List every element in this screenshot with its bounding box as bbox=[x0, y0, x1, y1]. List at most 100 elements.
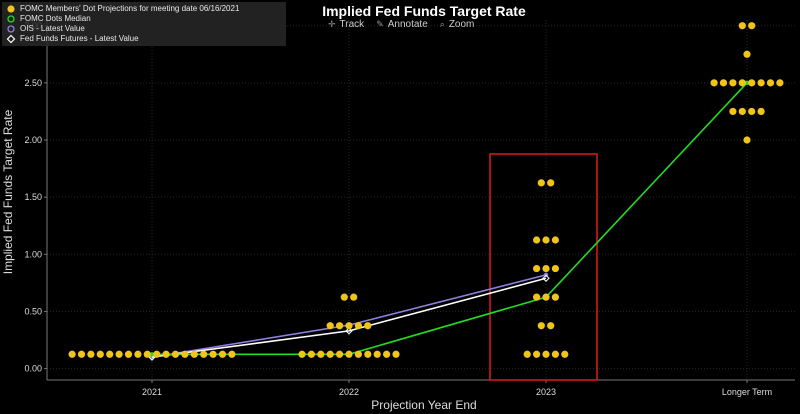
series-line bbox=[151, 277, 547, 358]
projection-dot bbox=[738, 107, 746, 116]
projection-dot bbox=[153, 350, 161, 358]
x-tick-label: Longer Term bbox=[722, 387, 772, 397]
dot-plot bbox=[68, 22, 784, 358]
projection-dot bbox=[547, 179, 555, 187]
projection-dot bbox=[757, 107, 765, 116]
projection-dot bbox=[729, 79, 737, 87]
legend-label: FOMC Members' Dot Projections for meetin… bbox=[20, 4, 240, 13]
projection-dot bbox=[542, 293, 550, 301]
projection-dot bbox=[162, 350, 170, 358]
projection-dot bbox=[373, 350, 381, 358]
projection-dot bbox=[218, 350, 227, 358]
projection-dot bbox=[542, 236, 550, 244]
legend-item-ois[interactable]: OIS - Latest Value bbox=[2, 24, 286, 34]
projection-dot bbox=[392, 350, 400, 358]
chart-title: Implied Fed Funds Target Rate bbox=[322, 3, 526, 19]
projection-dot bbox=[561, 350, 569, 358]
projection-dot bbox=[345, 322, 353, 330]
projection-dot bbox=[383, 350, 391, 358]
chart-axes bbox=[44, 20, 795, 383]
projection-dot bbox=[743, 50, 751, 58]
projection-dot bbox=[115, 350, 123, 358]
x-tick-label: 2021 bbox=[142, 387, 162, 397]
magnifier-icon: ⌕ bbox=[439, 19, 445, 29]
projection-dot bbox=[729, 107, 737, 116]
crosshair-icon: ✛ bbox=[328, 19, 336, 29]
projection-dot bbox=[738, 22, 746, 30]
purple-ring-icon bbox=[6, 24, 20, 34]
legend-item-futures[interactable]: Fed Funds Futures - Latest Value bbox=[2, 34, 286, 44]
projection-dot bbox=[364, 350, 372, 358]
zoom-label: Zoom bbox=[448, 19, 475, 30]
x-tick-label: 2022 bbox=[339, 387, 359, 397]
yellow-dot-icon bbox=[6, 4, 20, 14]
projection-dot bbox=[757, 79, 765, 87]
y-tick-label: 0.00 bbox=[24, 364, 42, 374]
projection-dot bbox=[766, 79, 775, 87]
y-tick-label: 1.50 bbox=[24, 192, 42, 202]
x-tick-label: 2023 bbox=[536, 387, 556, 397]
projection-dot bbox=[547, 322, 555, 330]
y-tick-label: 2.00 bbox=[24, 135, 42, 145]
series-line bbox=[152, 82, 748, 356]
series-point bbox=[345, 327, 353, 335]
projection-dot bbox=[336, 350, 344, 358]
projection-dot bbox=[551, 264, 560, 273]
projection-dot bbox=[738, 79, 746, 87]
legend-item-dots[interactable]: FOMC Members' Dot Projections for meetin… bbox=[2, 4, 286, 14]
projection-dot bbox=[96, 350, 104, 358]
projection-dot bbox=[542, 264, 550, 273]
projection-dot bbox=[743, 136, 751, 144]
projection-dot bbox=[551, 236, 560, 244]
projection-dot bbox=[551, 293, 560, 301]
projection-dot bbox=[533, 350, 541, 358]
chart-grid bbox=[47, 20, 795, 380]
projection-dot bbox=[124, 350, 133, 358]
track-label: Track bbox=[339, 19, 365, 30]
projection-dot bbox=[710, 79, 718, 87]
projection-dot bbox=[317, 350, 325, 358]
series-point bbox=[542, 274, 550, 282]
projection-dot bbox=[748, 79, 756, 87]
projection-dot bbox=[533, 264, 541, 273]
projection-dot bbox=[523, 350, 531, 358]
projection-dot bbox=[533, 293, 541, 301]
legend-item-median[interactable]: FOMC Dots Median bbox=[2, 14, 286, 24]
projection-dot bbox=[350, 293, 358, 301]
projection-dot bbox=[298, 350, 306, 358]
legend-label: FOMC Dots Median bbox=[20, 14, 91, 23]
projection-dot bbox=[537, 322, 545, 330]
projection-dot bbox=[748, 107, 756, 116]
projection-dot bbox=[171, 350, 180, 358]
y-tick-label: 2.50 bbox=[24, 78, 42, 88]
series-point bbox=[744, 80, 750, 86]
projection-dot bbox=[77, 350, 86, 358]
projection-dot bbox=[106, 350, 114, 358]
legend-label: OIS - Latest Value bbox=[20, 24, 85, 33]
projection-dot bbox=[364, 322, 372, 330]
projection-dot bbox=[533, 236, 541, 244]
projection-dot bbox=[340, 293, 348, 301]
projection-dot bbox=[551, 350, 560, 358]
white-diamond-icon bbox=[6, 34, 20, 44]
y-axis-label: Implied Fed Funds Target Rate bbox=[1, 109, 15, 274]
series-point bbox=[149, 352, 155, 357]
projection-dot bbox=[134, 350, 142, 358]
projection-dot bbox=[326, 322, 334, 330]
projection-dot bbox=[307, 350, 315, 358]
projection-dot bbox=[326, 350, 334, 358]
green-ring-icon bbox=[6, 14, 20, 24]
annotate-button[interactable]: ✎ Annotate bbox=[376, 19, 428, 30]
zoom-button[interactable]: ⌕ Zoom bbox=[440, 19, 475, 30]
projection-dot bbox=[776, 79, 784, 87]
projection-dot bbox=[748, 22, 756, 30]
projection-dot bbox=[719, 79, 728, 87]
projection-dot bbox=[68, 350, 76, 358]
track-button[interactable]: ✛ Track bbox=[328, 19, 364, 30]
projection-dot bbox=[87, 350, 95, 358]
projection-dot bbox=[345, 350, 353, 358]
projection-dot bbox=[336, 322, 344, 330]
projection-dot bbox=[200, 350, 208, 358]
chart-legend: FOMC Members' Dot Projections for meetin… bbox=[2, 2, 286, 46]
